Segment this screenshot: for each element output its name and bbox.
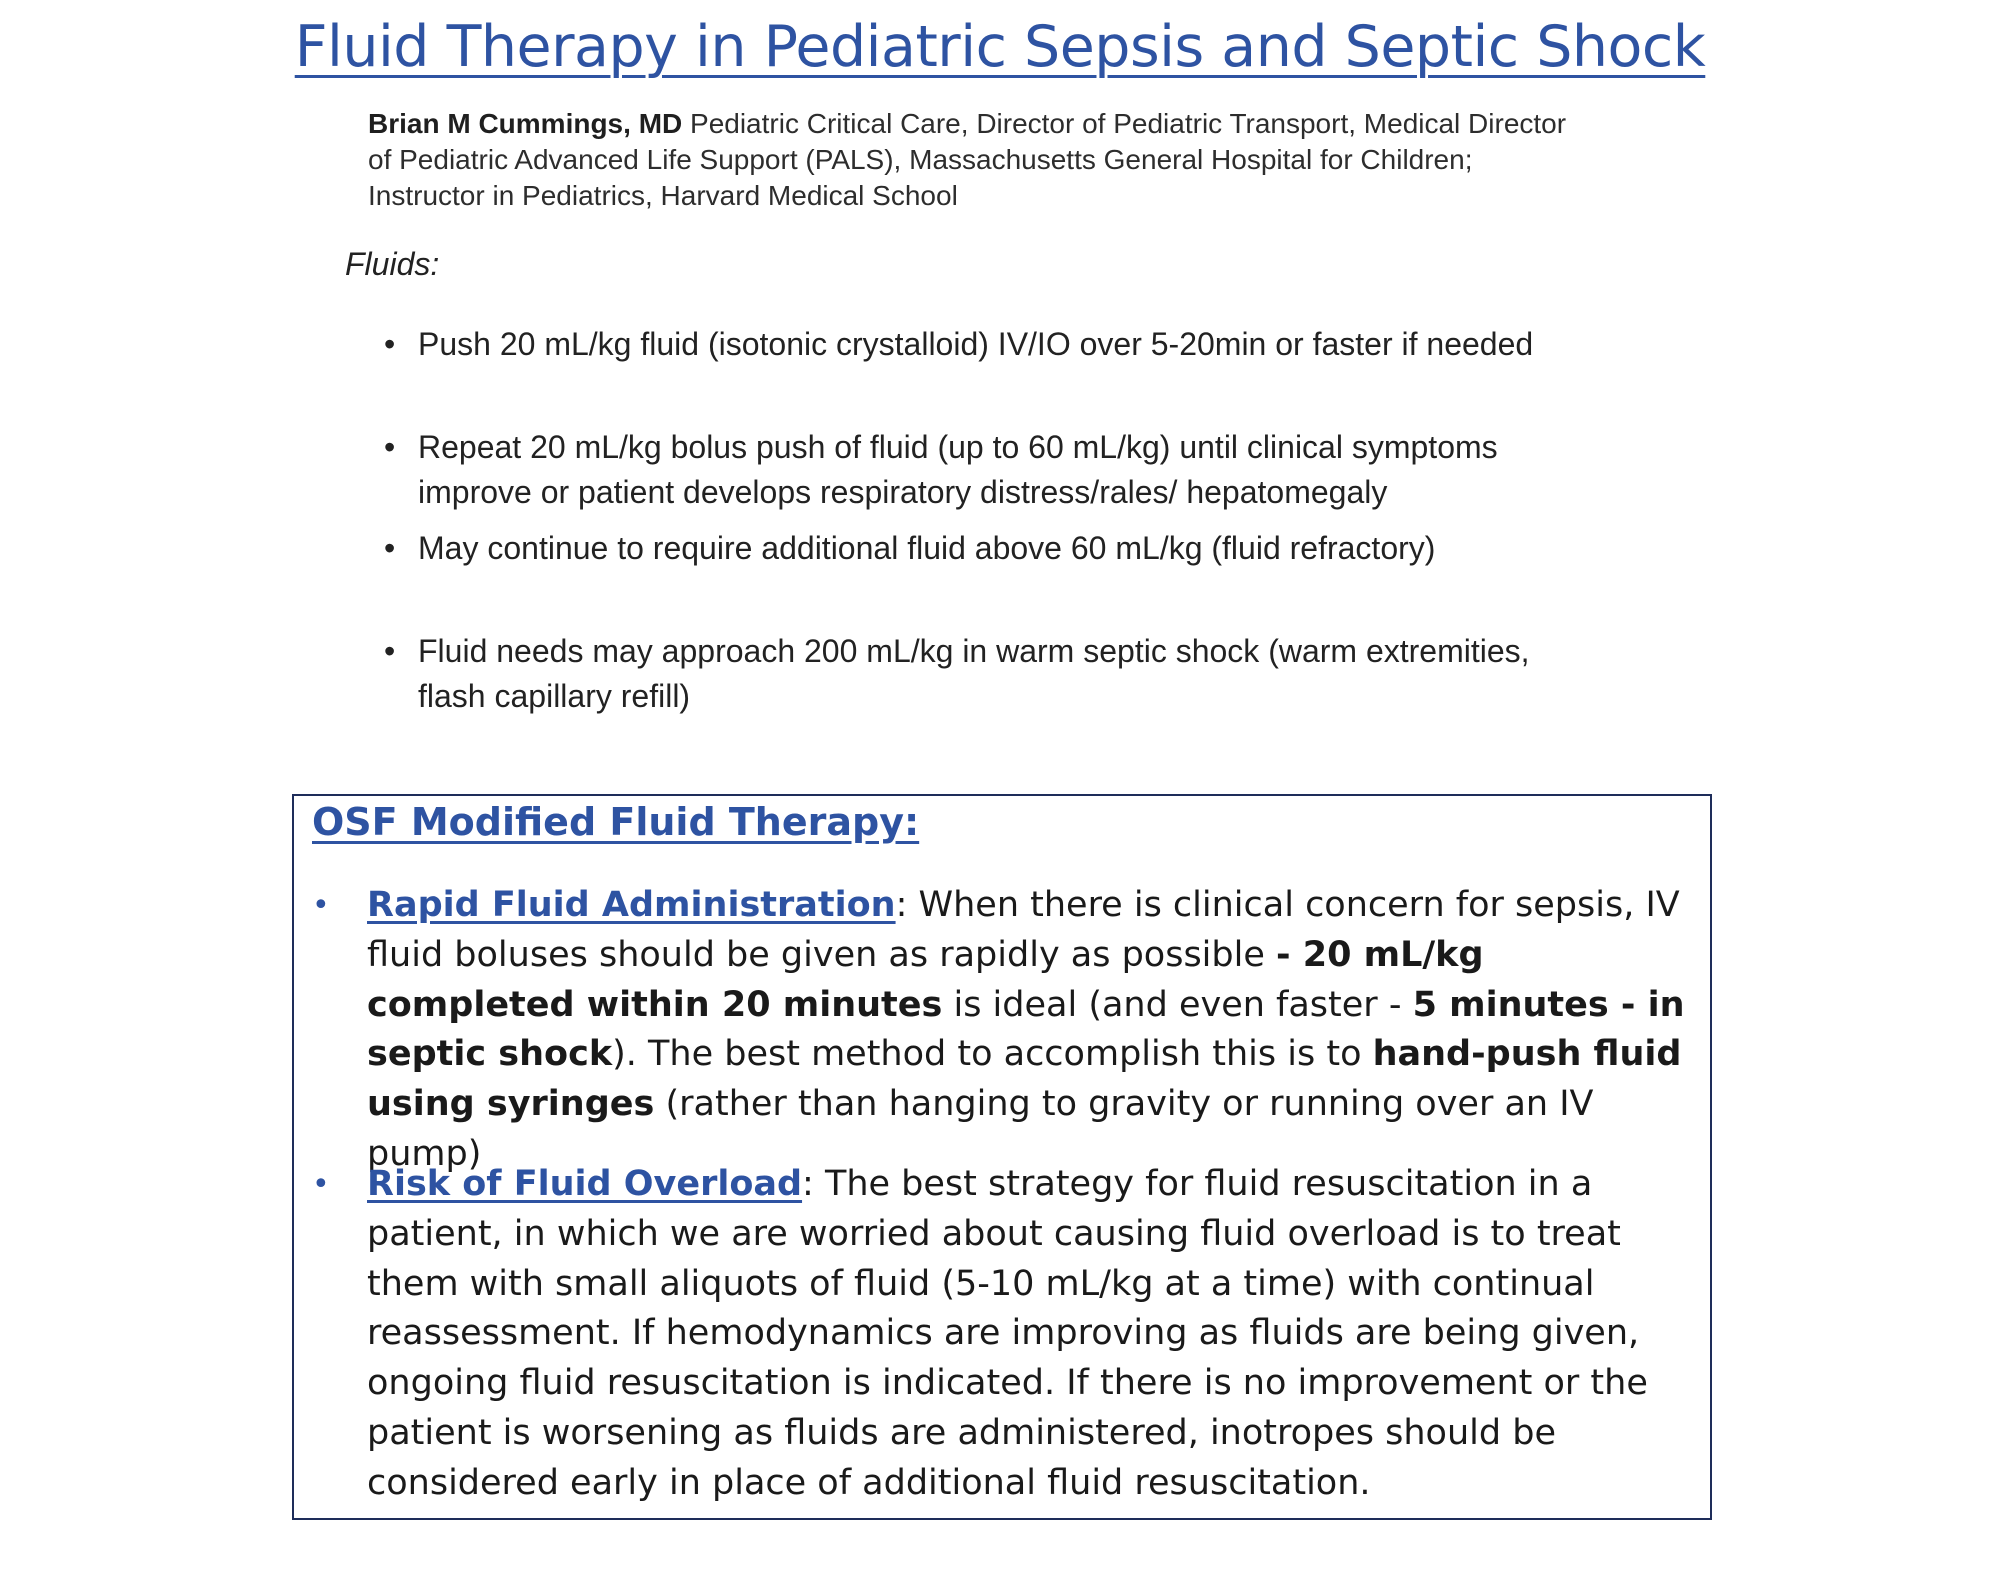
bullet-line: Fluid needs may approach 200 mL/kg in wa… <box>418 633 1530 669</box>
bullet-line: May continue to require additional fluid… <box>418 530 1436 566</box>
author-line-2: of Pediatric Advanced Life Support (PALS… <box>368 144 1473 175</box>
bullet-line: Push 20 mL/kg fluid (isotonic crystalloi… <box>418 326 1534 362</box>
bullet-icon: • <box>384 530 396 566</box>
bullet-icon: • <box>312 1167 330 1202</box>
page-title: Fluid Therapy in Pediatric Sepsis and Se… <box>294 14 1706 80</box>
text-run: : The best strategy for fluid resuscitat… <box>367 1164 1648 1503</box>
osf-box <box>292 794 1712 1520</box>
text-run: is ideal (and even faster - <box>942 984 1413 1025</box>
author-affiliation-1: Pediatric Critical Care, Director of Ped… <box>682 108 1567 139</box>
bold-run: hand-push fluid using syringes <box>367 1034 1682 1125</box>
text-run: (rather than hanging to gravity or runni… <box>367 1084 1594 1174</box>
text-run: ). The best method to accomplish this is… <box>612 1034 1373 1075</box>
text-run: : When there is clinical concern for sep… <box>367 885 1680 975</box>
bullet-line: improve or patient develops respiratory … <box>418 474 1388 510</box>
author-line-3: Instructor in Pediatrics, Harvard Medica… <box>368 180 958 211</box>
osf-item-heading: Rapid Fluid Administration <box>367 885 896 925</box>
bold-run: 5 minutes - in septic shock <box>367 984 1685 1075</box>
author-block: Brian M Cummings, MD Pediatric Critical … <box>368 106 1648 214</box>
osf-item-text: Rapid Fluid Administration: When there i… <box>367 881 1702 1180</box>
bullet-line: flash capillary refill) <box>418 678 691 714</box>
osf-item-text: Risk of Fluid Overload: The best strateg… <box>367 1160 1702 1509</box>
fluids-heading: Fluids: <box>345 246 440 282</box>
bullet-line: Repeat 20 mL/kg bolus push of fluid (up … <box>418 429 1498 465</box>
osf-title: OSF Modified Fluid Therapy: <box>312 800 920 844</box>
bullet-icon: • <box>384 326 396 362</box>
bullet-icon: • <box>384 633 396 669</box>
author-name: Brian M Cummings, MD <box>368 108 683 139</box>
author-line-1: Brian M Cummings, MD Pediatric Critical … <box>368 106 1648 142</box>
bullet-icon: • <box>384 429 396 465</box>
bold-run: - 20 mL/kg completed within 20 minutes <box>367 934 1484 1025</box>
bullet-icon: • <box>312 888 330 923</box>
osf-item-heading: Risk of Fluid Overload <box>367 1164 803 1204</box>
